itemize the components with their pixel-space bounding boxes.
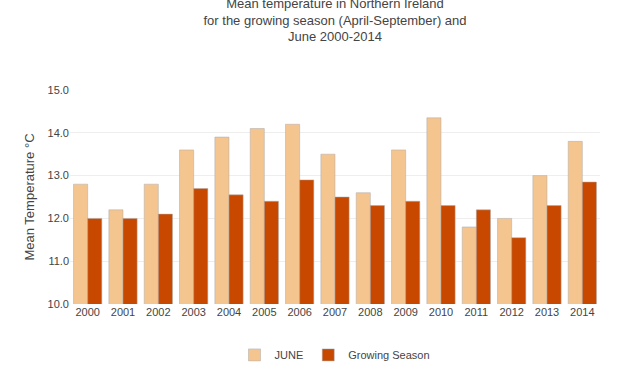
svg-text:14.0: 14.0 <box>48 127 69 139</box>
svg-text:2012: 2012 <box>499 306 523 318</box>
svg-text:2002: 2002 <box>146 306 170 318</box>
svg-text:12.0: 12.0 <box>48 212 69 224</box>
svg-text:2014: 2014 <box>570 306 594 318</box>
svg-text:Mean temperature in Northern I: Mean temperature in Northern Irelandfor … <box>203 0 466 44</box>
svg-text:2013: 2013 <box>535 306 559 318</box>
svg-text:2006: 2006 <box>287 306 311 318</box>
svg-text:11.0: 11.0 <box>48 255 69 267</box>
svg-text:2008: 2008 <box>358 306 382 318</box>
svg-text:13.0: 13.0 <box>48 169 69 181</box>
svg-text:10.0: 10.0 <box>48 298 69 310</box>
svg-text:2010: 2010 <box>429 306 453 318</box>
svg-text:2005: 2005 <box>252 306 276 318</box>
svg-text:Mean Temperature °C: Mean Temperature °C <box>22 133 37 260</box>
svg-text:2001: 2001 <box>111 306 135 318</box>
svg-text:15.0: 15.0 <box>48 84 69 96</box>
svg-text:2004: 2004 <box>217 306 241 318</box>
svg-text:JUNE: JUNE <box>275 349 304 361</box>
svg-text:2011: 2011 <box>465 306 489 318</box>
svg-text:2000: 2000 <box>75 306 99 318</box>
svg-text:Growing Season: Growing Season <box>348 349 429 361</box>
svg-text:2009: 2009 <box>393 306 417 318</box>
svg-text:2003: 2003 <box>181 306 205 318</box>
svg-text:2007: 2007 <box>323 306 347 318</box>
